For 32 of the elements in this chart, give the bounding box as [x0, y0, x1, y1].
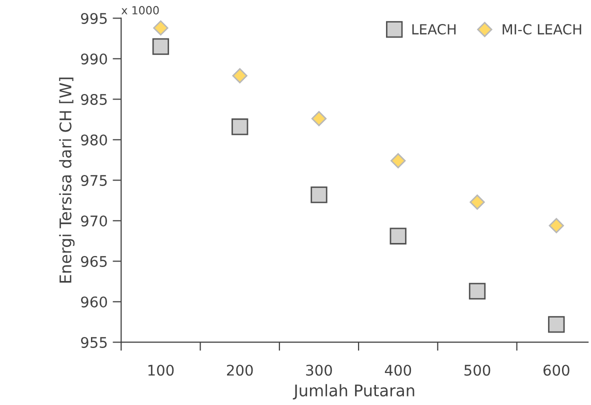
- y-tick-label: 970: [81, 215, 107, 226]
- point: [390, 228, 406, 244]
- y-axis-title: Energi Tersisa dari CH [W]: [59, 78, 75, 283]
- y-tick-label: 975: [81, 174, 107, 186]
- point: [470, 194, 485, 210]
- y-tick-label: 960: [81, 296, 107, 308]
- x-tick-label: 600: [543, 364, 570, 376]
- y-tick-label: 955: [81, 336, 107, 348]
- point: [310, 186, 328, 204]
- y-tick-label: 980: [81, 134, 107, 146]
- point: [232, 118, 248, 136]
- point: [548, 218, 564, 234]
- y-tick-label: 995: [81, 12, 107, 24]
- x-tick-label: 400: [384, 364, 412, 376]
- legend-label: MI-C LEACH: [502, 24, 582, 35]
- point: [232, 68, 248, 84]
- point: [390, 153, 406, 168]
- point: [468, 282, 486, 300]
- legend-label: LEACH: [412, 24, 456, 35]
- point: [311, 111, 327, 126]
- x-tick-label: 200: [227, 364, 253, 376]
- point: [153, 20, 168, 36]
- x-tick-label: 500: [464, 364, 490, 376]
- point: [152, 38, 170, 55]
- x-axis-title: Jumlah Putaran: [292, 384, 414, 400]
- y-tick-label: 990: [81, 53, 107, 64]
- y-tick-label: 965: [81, 256, 107, 267]
- x-tick-label: 300: [306, 364, 332, 376]
- x-tick-label: 100: [148, 364, 174, 376]
- text: x 1000: [121, 6, 159, 14]
- y-tick-label: 985: [81, 94, 107, 105]
- point: [548, 316, 565, 333]
